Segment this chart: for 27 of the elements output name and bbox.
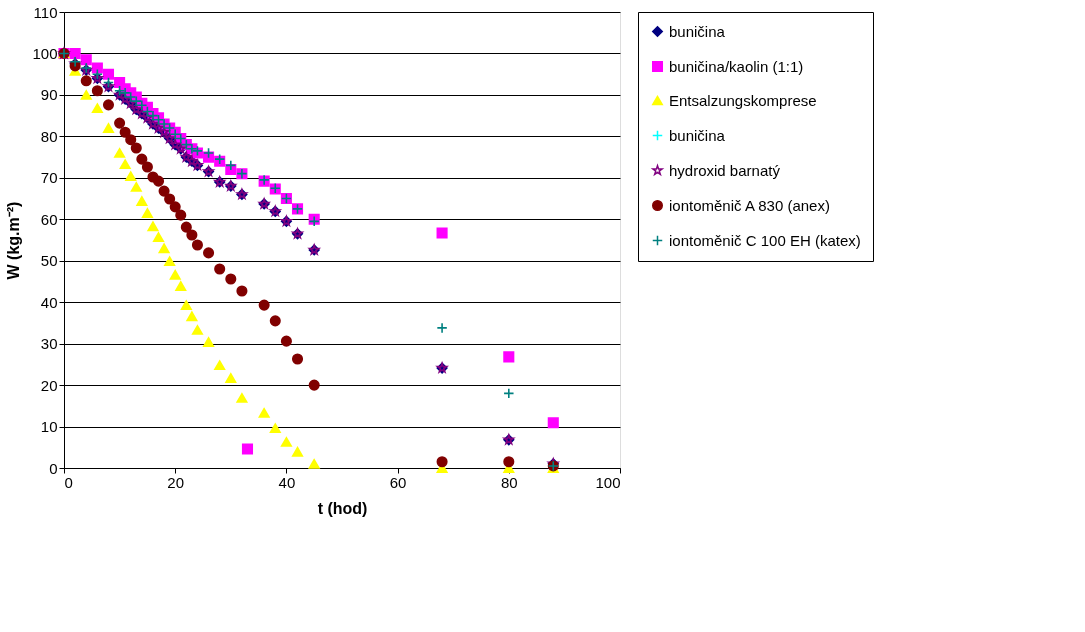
x-tick-label: 80 bbox=[500, 473, 518, 491]
y-tick-label: 90 bbox=[40, 86, 58, 104]
legend-label: buničina bbox=[669, 126, 726, 144]
y-tick-label: 0 bbox=[49, 459, 58, 477]
y-tick-label: 20 bbox=[40, 376, 58, 394]
y-tick-label: 40 bbox=[40, 293, 58, 311]
legend-label: iontoměnič A 830 (anex) bbox=[669, 196, 830, 214]
y-axis-title: W (kg.m⁻²) bbox=[5, 201, 23, 280]
legend-label: buničina/kaolin (1:1) bbox=[669, 57, 804, 75]
y-tick-label: 30 bbox=[40, 335, 58, 353]
legend-label: iontoměnič C 100 EH (katex) bbox=[669, 231, 861, 249]
y-tick-label: 50 bbox=[40, 252, 58, 270]
x-tick-label: 60 bbox=[389, 473, 407, 491]
y-tick-label: 110 bbox=[33, 3, 58, 21]
legend-label: hydroxid barnatý bbox=[669, 161, 781, 179]
x-tick-label: 100 bbox=[595, 473, 621, 491]
legend-label: buničina bbox=[669, 22, 726, 40]
legend-label: Entsalzungskomprese bbox=[669, 91, 817, 109]
x-tick-label: 40 bbox=[278, 473, 296, 491]
y-tick-label: 100 bbox=[32, 44, 58, 62]
x-tick-label: 20 bbox=[167, 473, 185, 491]
y-tick-label: 60 bbox=[40, 210, 58, 228]
y-tick-label: 10 bbox=[40, 418, 58, 436]
y-tick-label: 80 bbox=[40, 127, 58, 145]
x-tick-label: 0 bbox=[64, 473, 73, 491]
x-axis-title: t (hod) bbox=[317, 499, 368, 517]
y-tick-label: 70 bbox=[40, 169, 58, 187]
